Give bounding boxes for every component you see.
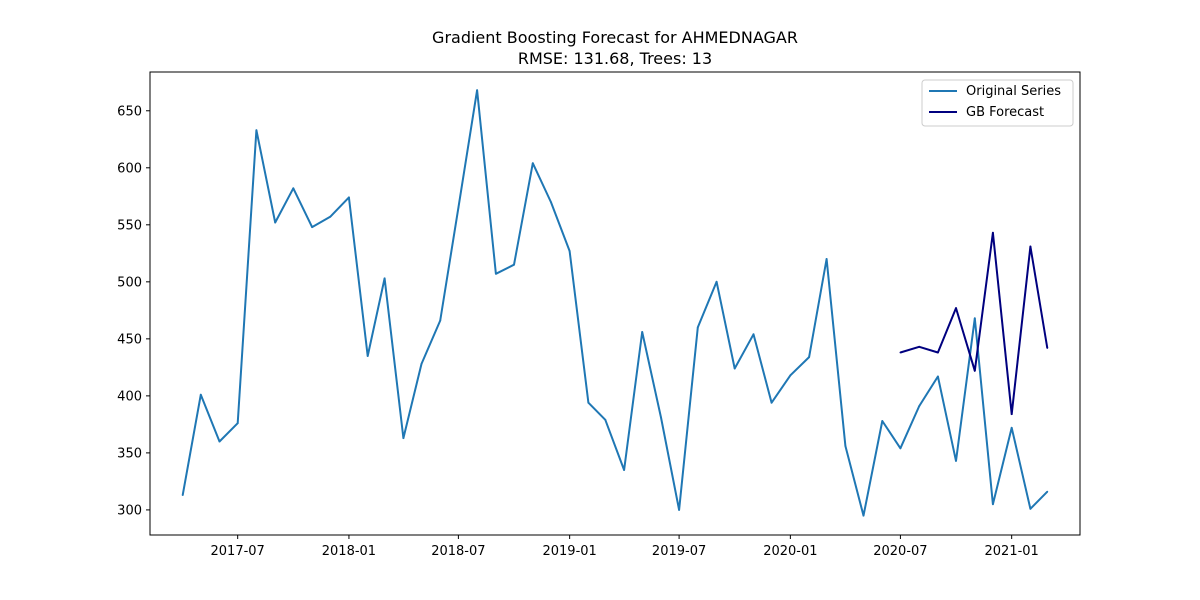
chart-title-group: Gradient Boosting Forecast for AHMEDNAGA… — [432, 28, 798, 68]
legend-label-original: Original Series — [966, 84, 1061, 99]
x-tick-label: 2018-07 — [431, 544, 485, 559]
data-point — [899, 351, 902, 354]
data-point — [513, 263, 515, 266]
data-point — [715, 280, 718, 283]
data-point — [495, 272, 497, 275]
series-group-0 — [181, 89, 1049, 517]
data-point — [329, 215, 332, 218]
data-point — [1010, 426, 1013, 429]
data-point — [918, 345, 921, 348]
y-tick-label: 300 — [117, 503, 142, 518]
data-point — [476, 89, 478, 92]
plot-frame — [149, 71, 1081, 536]
data-point — [937, 375, 939, 378]
data-point — [604, 418, 607, 421]
data-point — [457, 206, 460, 209]
y-tick-label: 450 — [117, 332, 142, 347]
data-point — [439, 319, 442, 322]
x-tick-label: 2021-01 — [985, 544, 1039, 559]
data-point — [623, 469, 625, 471]
chart-subtitle: RMSE: 131.68, Trees: 13 — [518, 49, 712, 68]
y-tick-label: 350 — [117, 446, 142, 461]
y-tick-label: 550 — [117, 218, 142, 233]
data-point — [641, 331, 644, 333]
series-layer — [181, 89, 1049, 517]
y-tick-label: 400 — [117, 389, 142, 404]
data-point — [348, 196, 350, 199]
data-point — [1046, 347, 1049, 349]
y-axis: 300 350 400 450 500 550 600 650 — [117, 104, 150, 518]
series-line — [181, 89, 1049, 517]
data-point — [733, 367, 736, 370]
data-point — [973, 317, 976, 320]
legend: Original Series GB Forecast — [921, 79, 1074, 127]
x-axis: 2017-07 2018-01 2018-07 2019-01 2019-07 2020-… — [211, 535, 1039, 559]
data-point — [1010, 413, 1013, 415]
data-point — [383, 277, 386, 280]
data-point — [992, 231, 994, 234]
data-point — [789, 374, 792, 377]
x-tick-label: 2019-01 — [542, 544, 596, 559]
data-point — [899, 447, 902, 450]
data-point — [825, 258, 828, 260]
data-point — [696, 326, 699, 329]
data-point — [587, 401, 590, 404]
data-point — [181, 494, 184, 496]
data-point — [531, 162, 534, 165]
data-point — [1029, 245, 1032, 248]
y-tick-label: 500 — [117, 275, 142, 290]
data-point — [236, 422, 239, 425]
data-point — [292, 187, 295, 190]
data-point — [274, 221, 277, 224]
data-point — [1046, 490, 1049, 493]
data-point — [678, 509, 680, 511]
x-tick-label: 2020-01 — [763, 544, 817, 559]
data-point — [255, 129, 258, 132]
data-point — [420, 363, 423, 365]
data-point — [881, 420, 884, 422]
series-group-1 — [899, 231, 1049, 416]
x-tick-label: 2020-07 — [873, 544, 927, 559]
x-tick-label: 2017-07 — [211, 544, 265, 559]
data-point — [311, 226, 313, 229]
data-point — [937, 351, 939, 354]
y-tick-label: 600 — [117, 161, 142, 176]
chart-title: Gradient Boosting Forecast for AHMEDNAGA… — [432, 28, 798, 47]
data-point — [992, 503, 994, 506]
data-point — [660, 416, 662, 419]
x-tick-label: 2019-07 — [652, 544, 706, 559]
data-point — [955, 307, 957, 309]
data-point — [955, 460, 957, 462]
data-point — [218, 440, 221, 443]
x-tick-label: 2018-01 — [322, 544, 376, 559]
data-point — [808, 356, 810, 358]
data-point — [366, 355, 369, 357]
data-point — [568, 250, 571, 252]
data-point — [770, 401, 773, 404]
y-tick-label: 650 — [117, 104, 142, 119]
data-point — [1029, 507, 1032, 510]
legend-box — [921, 79, 1074, 127]
data-point — [973, 369, 976, 372]
data-point — [918, 405, 921, 407]
data-point — [844, 445, 847, 447]
data-point — [752, 333, 755, 336]
data-point — [402, 437, 405, 439]
data-point — [199, 393, 202, 396]
legend-label-forecast: GB Forecast — [966, 105, 1044, 120]
data-point — [862, 514, 865, 517]
data-point — [550, 201, 552, 203]
